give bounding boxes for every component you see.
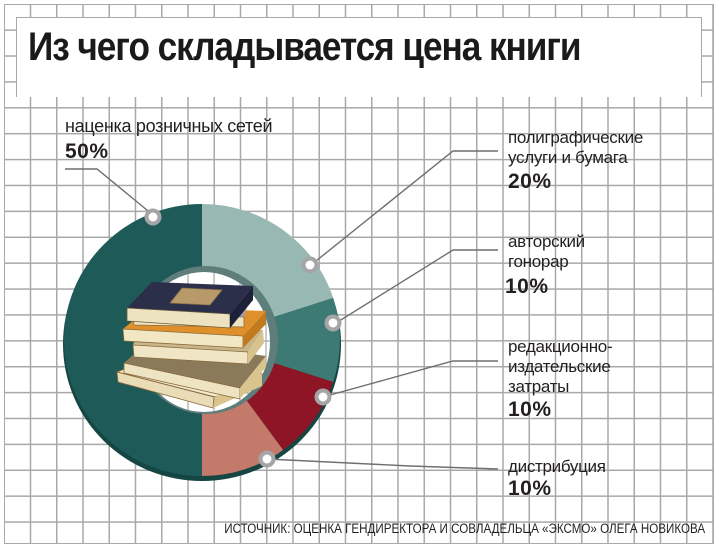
- label-author-line-1: авторский: [508, 232, 585, 251]
- label-author-fee: авторский гонорар: [508, 232, 585, 272]
- label-printing-line-2: услуги и бумага: [508, 148, 628, 167]
- chart-title: Из чего складывается цена книги: [28, 25, 582, 69]
- leader-line-retail: [65, 168, 154, 216]
- leader-lines: [65, 150, 499, 470]
- value-editorial: 10%: [508, 398, 552, 421]
- marker-printing-icon: [301, 256, 319, 274]
- label-editorial: редакционно- издательские затраты: [508, 337, 613, 397]
- marker-distribution-icon: [258, 450, 276, 468]
- label-author-line-2: гонорар: [508, 252, 569, 271]
- label-editorial-line-3: затраты: [508, 377, 570, 396]
- leader-line-printing: [310, 150, 498, 266]
- marker-editorial-icon: [314, 388, 332, 406]
- value-retail-markup: 50%: [65, 140, 109, 163]
- value-author-fee: 10%: [505, 275, 549, 298]
- label-printing-line-1: полиграфические: [508, 128, 643, 147]
- label-distribution: дистрибуция: [508, 457, 606, 476]
- label-editorial-line-1: редакционно-: [508, 337, 613, 356]
- label-printing: полиграфические услуги и бумага: [508, 128, 643, 168]
- value-distribution: 10%: [508, 477, 552, 500]
- title-panel: [16, 17, 702, 97]
- callout-markers: [144, 208, 342, 468]
- marker-retail-icon: [144, 208, 162, 226]
- marker-author-icon: [324, 314, 342, 332]
- source-note: ИСТОЧНИК: ОЦЕНКА ГЕНДИРЕКТОРА И СОВЛАДЕЛ…: [224, 521, 705, 536]
- leader-line-editorial: [322, 360, 498, 398]
- label-editorial-line-2: издательские: [508, 357, 611, 376]
- value-printing: 20%: [508, 170, 552, 193]
- leader-line-author: [335, 249, 498, 324]
- books-stack-icon: [115, 282, 266, 409]
- label-retail-markup: наценка розничных сетей: [65, 116, 273, 136]
- leader-line-distribution: [266, 458, 499, 470]
